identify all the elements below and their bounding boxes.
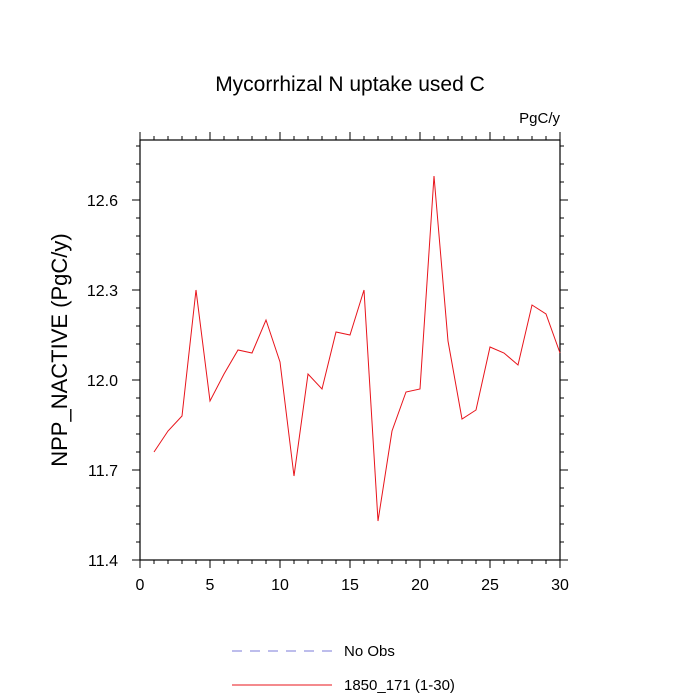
- y-tick-label: 11.7: [88, 463, 118, 480]
- x-tick-label: 20: [411, 577, 429, 594]
- y-tick-label: 12.0: [87, 373, 118, 390]
- y-tick-label: 11.4: [88, 553, 118, 570]
- axis-tick-labels: 0 5 10 15 20 25 30 11.4 11.7 12.0 12.3 12.6: [87, 193, 569, 594]
- x-tick-label: 10: [271, 577, 289, 594]
- y-tick-label: 12.6: [87, 193, 118, 210]
- y-axis-label: NPP_NACTIVE (PgC/y): [47, 233, 72, 467]
- x-tick-label: 30: [551, 577, 569, 594]
- series-layer: [153, 175, 561, 522]
- chart-title: Mycorrhizal N uptake used C: [215, 73, 485, 96]
- units-label: PgC/y: [519, 110, 560, 127]
- x-tick-label: 15: [341, 577, 359, 594]
- x-tick-label: 25: [481, 577, 499, 594]
- x-tick-label: 5: [206, 577, 215, 594]
- legend-label-1850-171: 1850_171 (1-30): [344, 677, 455, 694]
- legend: No Obs 1850_171 (1-30): [232, 643, 455, 694]
- x-tick-label: 0: [136, 577, 145, 594]
- series-line-1850-171: [153, 175, 561, 522]
- axis-ticks: [132, 132, 568, 568]
- legend-label-no-obs: No Obs: [344, 643, 395, 660]
- y-tick-label: 12.3: [87, 283, 118, 300]
